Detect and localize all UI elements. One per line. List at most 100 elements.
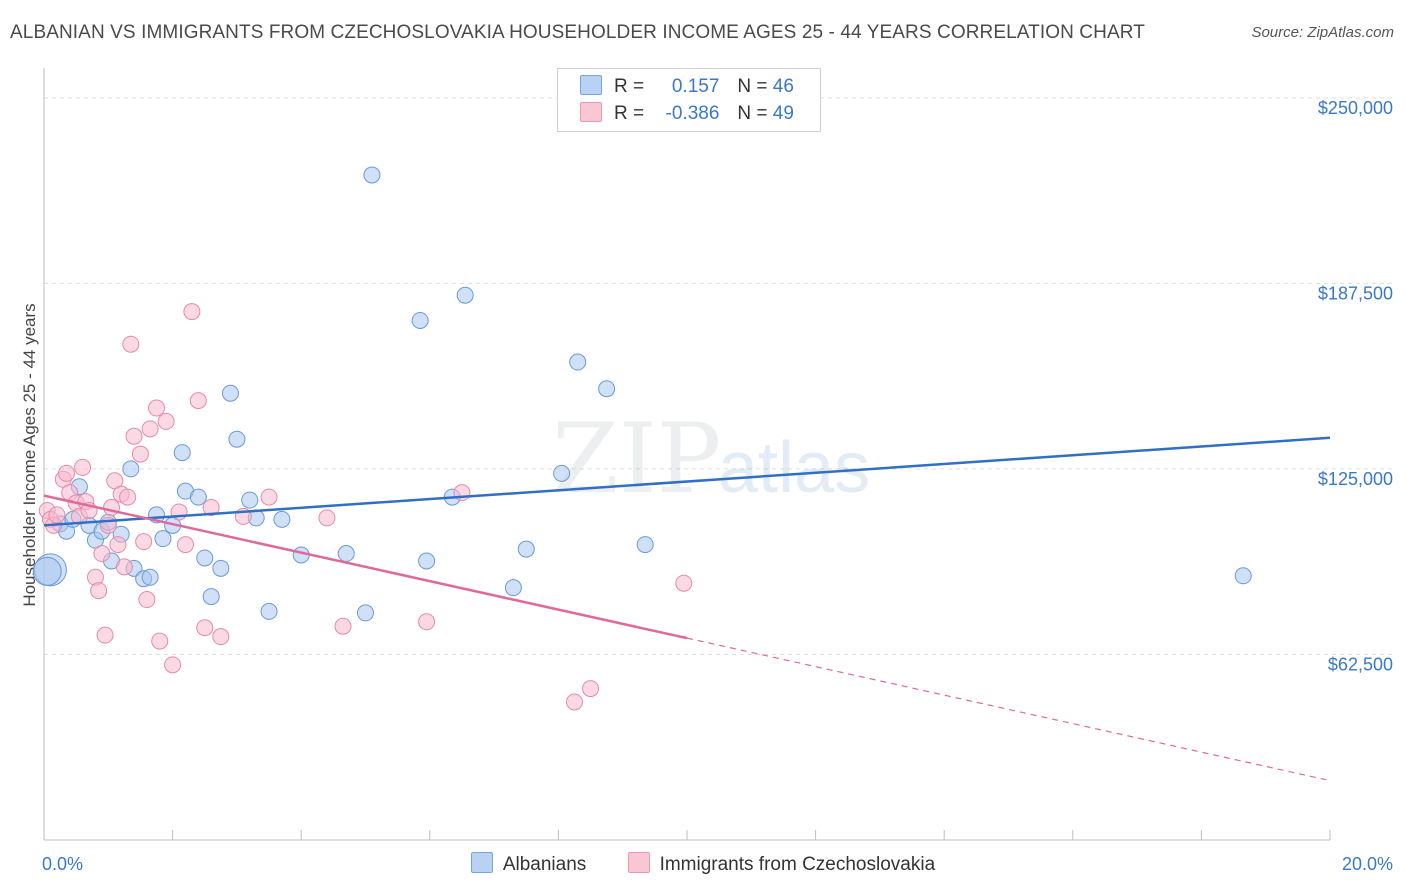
data-point — [138, 591, 156, 609]
data-point — [202, 499, 220, 516]
data-point — [48, 506, 66, 524]
watermark: ZIP atlas — [552, 403, 870, 515]
data-point — [196, 619, 214, 637]
data-point — [565, 693, 583, 711]
data-point — [131, 445, 149, 463]
y-tick-label: $187,500 — [1318, 283, 1393, 303]
data-point — [1234, 567, 1252, 585]
data-point — [411, 311, 429, 329]
data-point — [183, 303, 201, 321]
data-point — [598, 380, 616, 398]
data-point — [119, 488, 137, 506]
data-point — [241, 491, 259, 509]
data-point — [212, 559, 230, 577]
data-point — [456, 286, 474, 304]
legend-row-czechoslovakia: R = -0.386 N = 49 — [580, 102, 794, 126]
trend-lines — [43, 436, 1331, 782]
data-point — [553, 464, 571, 482]
data-point — [418, 613, 436, 631]
data-point — [418, 552, 436, 570]
data-point — [260, 488, 278, 506]
data-point — [122, 335, 140, 353]
x-tick-label-min: 0.0% — [42, 854, 83, 874]
data-point — [122, 460, 140, 478]
albanians-legend-swatch — [470, 852, 493, 873]
source-credit: Source: ZipAtlas.com — [1251, 24, 1394, 41]
data-point — [164, 656, 182, 674]
legend-n-label: N = — [737, 103, 768, 124]
series-legend: Albanians Immigrants from Czechoslovakia — [0, 852, 1406, 876]
legend-item-czechoslovakia[interactable]: Immigrants from Czechoslovakia — [627, 852, 936, 876]
data-point — [74, 458, 92, 476]
data-point — [96, 626, 114, 644]
data-point — [675, 574, 693, 592]
data-point — [228, 430, 246, 448]
y-tick-label: $62,500 — [1328, 654, 1393, 674]
albanians-swatch — [580, 75, 602, 95]
legend-n-value: 49 — [772, 103, 794, 124]
data-point — [357, 604, 374, 622]
data-point — [363, 166, 381, 184]
gridlines — [44, 97, 1392, 655]
data-point — [221, 384, 239, 402]
legend-item-albanians[interactable]: Albanians — [470, 852, 587, 876]
data-point — [157, 412, 175, 430]
trend-line-extension-1 — [686, 637, 1331, 782]
data-point — [189, 392, 207, 410]
data-point — [260, 602, 278, 620]
axes — [43, 68, 1331, 841]
data-point — [151, 632, 169, 650]
y-tick-labels: $62,500 $125,000 $187,500 $250,000 — [1318, 98, 1393, 675]
legend-r-value: 0.157 — [671, 76, 720, 97]
legend-r-value: -0.386 — [665, 103, 720, 124]
data-point — [334, 617, 352, 635]
data-point — [58, 464, 76, 482]
correlation-legend: R = 0.157 N = 46 R = -0.386 N = 49 — [557, 68, 821, 132]
data-point — [109, 536, 127, 554]
data-point — [212, 628, 230, 646]
legend-row-albanians: R = 0.157 N = 46 — [580, 75, 794, 99]
data-point — [173, 444, 191, 462]
data-point — [32, 556, 62, 586]
data-point — [582, 680, 600, 698]
x-tick-label-max: 20.0% — [1342, 854, 1393, 874]
data-point — [141, 568, 159, 586]
y-tick-label: $125,000 — [1318, 469, 1393, 489]
legend-label-albanians: Albanians — [502, 854, 587, 875]
series-albanians-points — [32, 166, 1252, 622]
data-point — [318, 509, 336, 527]
data-point — [125, 427, 143, 445]
legend-r-label: R = — [614, 76, 645, 97]
czechoslovakia-legend-swatch — [627, 852, 650, 873]
data-point — [115, 558, 133, 576]
data-point — [90, 582, 108, 600]
data-point — [176, 536, 194, 554]
watermark-text-atlas: atlas — [718, 428, 870, 508]
trend-line-0 — [43, 436, 1331, 527]
data-point — [636, 536, 654, 554]
data-point — [135, 533, 153, 551]
legend-n-label: N = — [737, 76, 768, 97]
legend-r-label: R = — [614, 103, 645, 124]
data-point — [337, 545, 355, 563]
czechoslovakia-swatch — [580, 102, 602, 122]
watermark-text-zip: ZIP — [552, 403, 721, 515]
trend-line-1 — [43, 494, 688, 640]
y-tick-label: $250,000 — [1318, 98, 1393, 118]
data-point — [93, 545, 111, 563]
data-point — [202, 588, 220, 606]
data-point — [154, 530, 172, 548]
legend-label-czechoslovakia: Immigrants from Czechoslovakia — [659, 854, 936, 875]
data-point — [141, 420, 159, 438]
legend-n-value: 46 — [772, 76, 794, 97]
chart-title: ALBANIAN VS IMMIGRANTS FROM CZECHOSLOVAK… — [10, 22, 1145, 43]
data-point — [569, 353, 587, 371]
data-point — [504, 579, 522, 597]
data-point — [517, 540, 535, 558]
data-point — [196, 549, 214, 567]
data-point — [148, 399, 166, 417]
x-tick-labels: 0.0% 20.0% — [42, 854, 1393, 874]
data-point — [273, 510, 291, 528]
data-point — [189, 488, 207, 506]
